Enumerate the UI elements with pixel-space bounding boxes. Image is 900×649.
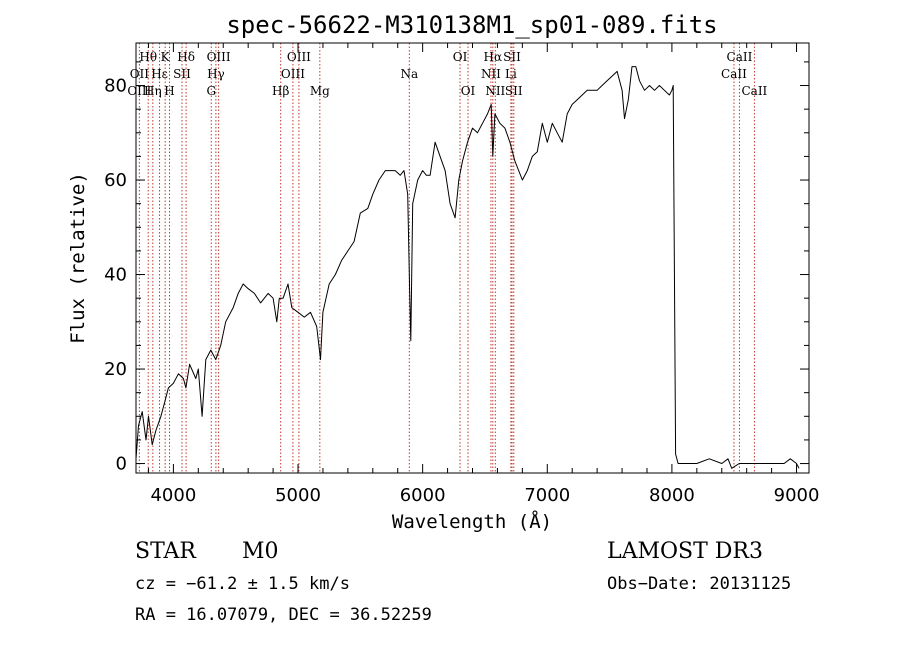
chart-title: spec-56622-M310138M1_sp01-089.fits bbox=[226, 11, 717, 39]
line-label-15: Mg bbox=[310, 84, 330, 98]
y-tick-label-2: 40 bbox=[104, 265, 127, 286]
x-tick-label-4: 8000 bbox=[649, 485, 695, 506]
y-tick-label-3: 60 bbox=[104, 170, 127, 191]
y-tick-label-0: 0 bbox=[116, 454, 127, 475]
spectrum-series bbox=[136, 67, 799, 469]
line-label-8: H bbox=[164, 84, 174, 98]
y-axis: 0 20 40 60 80 bbox=[104, 62, 809, 475]
line-label-14: OIII bbox=[281, 67, 305, 81]
line-label-4: Hε bbox=[151, 67, 168, 81]
line-label-16: Na bbox=[400, 67, 418, 81]
line-label-12: Hβ bbox=[272, 84, 289, 98]
line-label-10: Hγ bbox=[207, 67, 225, 81]
x-axis: 4000 5000 6000 7000 8000 9000 bbox=[148, 43, 819, 506]
survey-name: LAMOST DR3 bbox=[607, 539, 763, 564]
spectral-line-markers bbox=[139, 43, 754, 473]
line-label-7: SII bbox=[173, 67, 191, 81]
line-label-21: NII bbox=[485, 84, 505, 98]
line-label-11: G bbox=[206, 84, 216, 98]
line-label-3: K bbox=[161, 50, 171, 64]
line-label-27: CaII bbox=[741, 84, 767, 98]
spectrum-chart: spec-56622-M310138M1_sp01-089.fits Hθ OII… bbox=[0, 0, 900, 649]
x-tick-label-3: 7000 bbox=[524, 485, 570, 506]
y-tick-label-1: 20 bbox=[104, 359, 127, 380]
line-label-13: OIII bbox=[287, 50, 311, 64]
line-label-20: NII bbox=[481, 67, 501, 81]
plot-frame bbox=[136, 43, 809, 473]
x-tick-label-2: 6000 bbox=[400, 485, 446, 506]
line-label-6: Hδ bbox=[177, 50, 195, 64]
line-label-26: CaII bbox=[721, 67, 747, 81]
y-tick-label-4: 80 bbox=[104, 76, 127, 97]
spectrum-line bbox=[136, 67, 799, 469]
line-label-17: OI bbox=[453, 50, 468, 64]
line-label-0: Hθ bbox=[139, 50, 157, 64]
line-label-9: OIII bbox=[207, 50, 231, 64]
line-label-19: Hα bbox=[484, 50, 503, 64]
line-label-23: Li bbox=[505, 67, 517, 81]
line-label-22: SII bbox=[503, 50, 521, 64]
observation-date: Obs−Date: 20131125 bbox=[607, 574, 791, 594]
object-class: STAR bbox=[135, 539, 197, 564]
line-label-25: CaII bbox=[727, 50, 753, 64]
object-subclass: M0 bbox=[242, 539, 279, 564]
redshift-velocity: cz = −61.2 ± 1.5 km/s bbox=[135, 574, 350, 594]
line-label-18: OI bbox=[461, 84, 476, 98]
x-tick-label-0: 4000 bbox=[150, 485, 196, 506]
x-axis-label: Wavelength (Å) bbox=[392, 510, 552, 533]
line-label-5: Hη bbox=[144, 84, 162, 98]
line-label-24: SII bbox=[505, 84, 523, 98]
x-tick-label-1: 5000 bbox=[275, 485, 321, 506]
sky-coordinates: RA = 16.07079, DEC = 36.52259 bbox=[135, 605, 432, 625]
x-tick-label-5: 9000 bbox=[774, 485, 820, 506]
y-axis-label: Flux (relative) bbox=[67, 172, 89, 344]
line-label-1: OII bbox=[130, 67, 150, 81]
